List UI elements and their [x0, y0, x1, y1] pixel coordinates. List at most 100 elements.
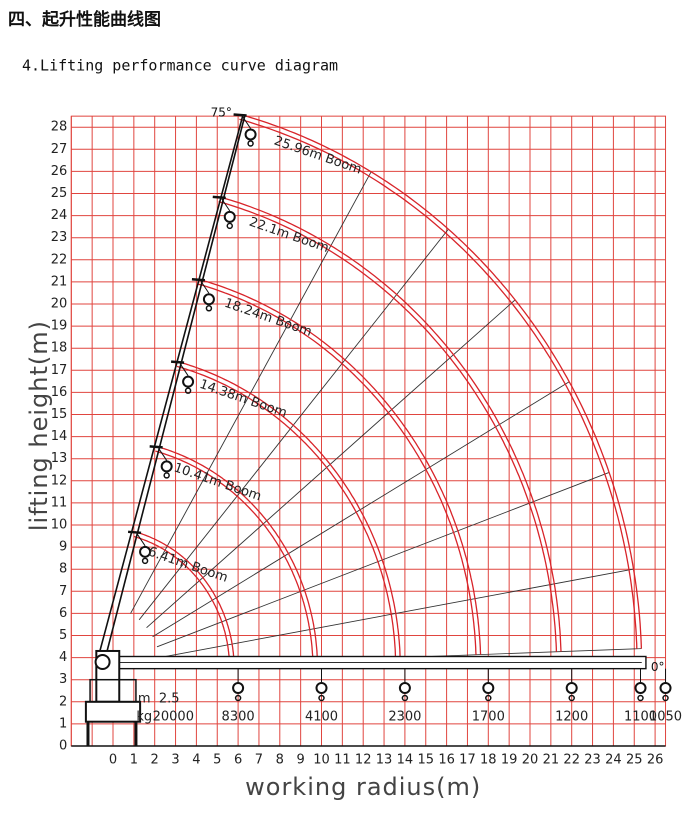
x-tick-label: 26	[647, 753, 664, 768]
hook-block	[202, 293, 215, 306]
y-tick-label: 11	[51, 495, 68, 510]
hook-rope	[158, 448, 168, 461]
load-unit: kg	[136, 710, 152, 725]
load-curve	[177, 361, 401, 658]
hook	[226, 222, 233, 230]
load-curve	[176, 365, 397, 658]
x-tick-label: 16	[438, 753, 455, 768]
y-tick-label: 15	[51, 407, 68, 422]
title: 四、起升性能曲线图	[8, 9, 161, 30]
hook-rope	[136, 533, 146, 547]
load-curve	[134, 531, 235, 664]
hook-block	[160, 460, 173, 473]
angle-label: 0°	[651, 660, 665, 674]
hook-block	[223, 210, 236, 223]
y-tick-label: 27	[51, 142, 68, 157]
boom-tip	[149, 445, 163, 449]
y-tick-label: 22	[51, 252, 68, 267]
hook	[247, 140, 254, 147]
subtitle: 4.Lifting performance curve diagram	[22, 57, 338, 75]
hook	[485, 694, 492, 702]
y-tick-label: 19	[51, 319, 68, 334]
y-tick-label: 24	[51, 208, 68, 223]
load-weight: 1050	[649, 710, 682, 725]
base	[84, 700, 142, 723]
base-frame	[89, 678, 137, 703]
x-tick-label: 17	[459, 753, 476, 768]
x-tick-label: 9	[297, 753, 305, 768]
hook-block	[398, 682, 411, 694]
x-tick-label: 18	[480, 753, 497, 768]
load-weight: 2300	[388, 710, 421, 725]
x-axis-label: working radius(m)	[245, 773, 481, 801]
load-curve	[197, 283, 477, 655]
hook	[568, 694, 575, 702]
boom	[103, 114, 246, 663]
hook-block	[659, 682, 672, 694]
load-radius: 2.5	[159, 692, 180, 707]
x-tick-label: 2	[151, 753, 159, 768]
load-curve	[133, 535, 231, 664]
x-tick-label: 6	[234, 753, 242, 768]
x-tick-label: 15	[417, 753, 434, 768]
y-tick-label: 26	[51, 164, 68, 179]
load-weight: 1100	[624, 710, 657, 725]
y-tick-label: 20	[51, 297, 68, 312]
load-curve	[155, 450, 314, 661]
load-weight: 1200	[555, 710, 588, 725]
boom-tip	[127, 530, 142, 535]
x-tick-label: 22	[563, 753, 580, 768]
x-tick-label: 12	[355, 753, 372, 768]
hook	[234, 694, 242, 702]
hook	[318, 694, 325, 702]
load-weight: 8300	[222, 710, 255, 725]
x-tick-label: 21	[543, 753, 560, 768]
load-curve	[218, 200, 558, 652]
y-tick-label: 1	[59, 716, 67, 731]
hook-block	[482, 682, 495, 694]
y-tick-label: 7	[59, 584, 67, 599]
load-weight: 1700	[472, 710, 505, 725]
load-unit: m	[138, 692, 151, 707]
x-tick-label: 5	[213, 753, 221, 768]
y-tick-label: 5	[59, 628, 67, 643]
load-weight: 20000	[153, 710, 194, 725]
x-tick-label: 1	[130, 753, 138, 768]
pivot	[94, 654, 111, 671]
hook	[184, 387, 192, 394]
y-tick-label: 28	[51, 120, 68, 135]
x-tick-label: 10	[313, 753, 330, 768]
x-tick-label: 11	[334, 753, 351, 768]
radial-line	[152, 381, 570, 638]
y-tick-label: 6	[59, 606, 67, 621]
x-tick-label: 20	[522, 753, 539, 768]
hook	[205, 305, 213, 312]
y-tick-label: 10	[51, 518, 68, 533]
load-weight: 4100	[305, 710, 338, 725]
hook	[163, 472, 170, 479]
y-tick-label: 21	[51, 274, 68, 289]
y-tick-label: 8	[59, 562, 67, 577]
y-tick-label: 13	[51, 451, 68, 466]
y-tick-label: 4	[59, 650, 67, 665]
x-tick-label: 13	[376, 753, 393, 768]
x-tick-label: 7	[255, 753, 263, 768]
load-curve	[240, 113, 643, 649]
load-curve	[219, 196, 562, 652]
y-tick-label: 25	[51, 186, 68, 201]
y-tick-label: 14	[51, 429, 68, 444]
hook-block	[232, 682, 245, 694]
y-tick-label: 12	[51, 473, 68, 488]
x-tick-label: 8	[276, 753, 284, 768]
x-tick-label: 25	[626, 753, 643, 768]
boom	[96, 114, 244, 663]
hook	[401, 694, 409, 702]
y-tick-label: 3	[59, 672, 67, 687]
x-tick-label: 14	[397, 753, 414, 768]
hook-block	[565, 682, 578, 694]
x-tick-label: 0	[109, 753, 117, 768]
hook	[662, 694, 669, 702]
y-tick-label: 17	[51, 363, 68, 378]
hook-block	[244, 128, 257, 141]
